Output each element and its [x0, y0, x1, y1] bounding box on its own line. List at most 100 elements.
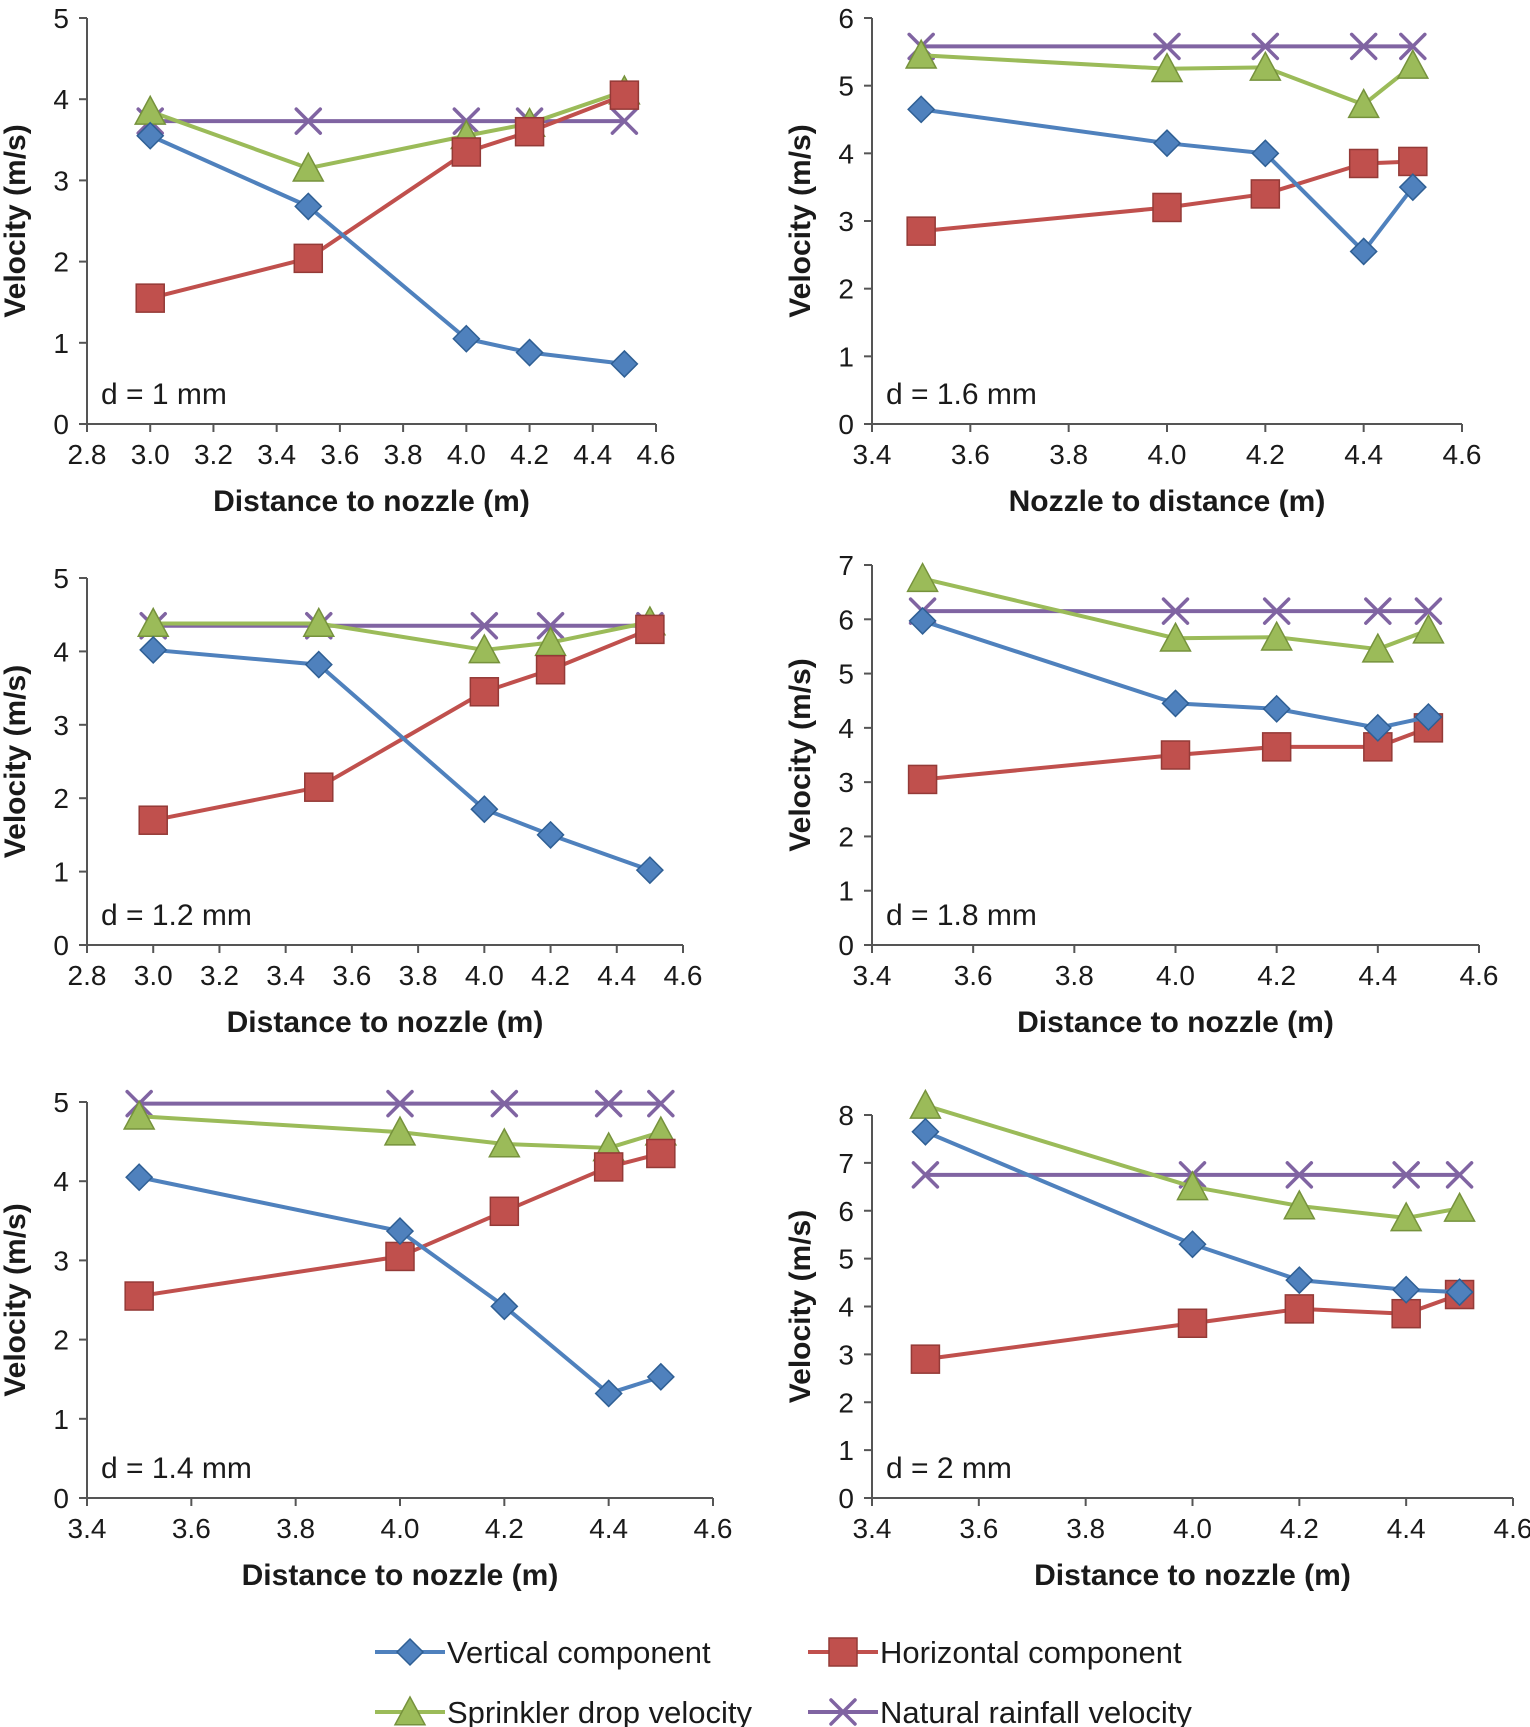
y-tick-label: 2	[53, 1325, 69, 1356]
x-tick-label: 3.4	[853, 960, 892, 991]
sprinkler-data-point	[383, 1115, 417, 1146]
sprinkler-data-point	[1150, 52, 1184, 83]
horizontal-data-point	[609, 80, 640, 110]
horizontal-data-point	[1391, 1298, 1421, 1329]
chart-panel-3: 0 1 2 3 4 5 2.8 3.0 3.2 3.4 3.6 3.8 4.0 4.2 4.4 4.6 Dist…	[0, 563, 702, 1039]
y-axis-title: Velocity (m/s)	[0, 665, 32, 858]
sprinkler-data-point	[122, 1099, 156, 1130]
x-axis-title: Distance to nozzle (m)	[213, 485, 530, 518]
y-tick-label: 7	[838, 1148, 854, 1179]
y-tick-label: 0	[53, 930, 69, 961]
natural-data-point	[1349, 32, 1378, 61]
y-tick-label: 1	[53, 328, 69, 359]
vertical-data-point	[610, 349, 639, 378]
sprinkler-data-point	[906, 561, 939, 593]
legend-marker-natural	[829, 1698, 857, 1726]
vertical-data-point	[536, 820, 565, 849]
horizontal-data-point	[138, 805, 168, 835]
natural-data-point	[1399, 32, 1427, 61]
y-tick-label: 3	[53, 165, 69, 196]
horizontal-data-point	[469, 677, 500, 707]
horizontal-data-point	[1250, 179, 1281, 209]
y-tick-label: 4	[838, 713, 854, 744]
x-tick-label: 3.6	[320, 439, 359, 470]
legend-marker-sprinkler	[393, 1695, 427, 1726]
sprinkler-data-point	[1361, 632, 1395, 663]
sprinkler-data-point	[1260, 620, 1293, 651]
panel-label: d = 2 mm	[886, 1452, 1012, 1485]
sprinkler-data-point	[1443, 1191, 1476, 1222]
horizontal-data-point	[293, 243, 324, 274]
y-tick-label: 4	[53, 84, 69, 115]
y-tick-label: 2	[838, 821, 854, 852]
vertical-data-point	[470, 795, 499, 824]
x-tick-label: 2.8	[68, 439, 107, 470]
natural-data-point	[1285, 1161, 1314, 1189]
sprinkler-data-point	[1412, 613, 1445, 644]
sprinkler-data-point	[1159, 621, 1192, 652]
x-axis-title: Distance to nozzle (m)	[1034, 1559, 1351, 1592]
x-tick-label: 4.2	[485, 1513, 524, 1544]
sprinkler-data-point	[1249, 50, 1282, 81]
x-tick-label: 3.0	[134, 960, 173, 991]
x-tick-label: 4.2	[510, 439, 549, 470]
y-tick-label: 5	[53, 3, 69, 34]
panel-label: d = 1.8 mm	[886, 899, 1037, 932]
sprinkler-data-point	[292, 151, 325, 182]
x-tick-label: 3.8	[1049, 439, 1088, 470]
vertical-data-point	[294, 192, 323, 221]
horizontal-data-point	[124, 1281, 154, 1311]
y-tick-label: 0	[838, 409, 854, 440]
vertical-series-line	[924, 1129, 1460, 1295]
y-axis-title: Velocity (m/s)	[784, 1210, 817, 1403]
x-tick-label: 4.6	[1460, 960, 1499, 991]
y-axis-title: Velocity (m/s)	[784, 658, 817, 851]
y-tick-label: 1	[838, 341, 854, 372]
x-tick-label: 4.0	[1148, 439, 1187, 470]
horizontal-data-point	[385, 1241, 415, 1272]
horizontal-series-line	[149, 93, 626, 301]
vertical-data-point	[1363, 713, 1392, 742]
horizontal-data-point	[1261, 732, 1292, 762]
x-tick-label: 3.4	[853, 439, 892, 470]
chart-panel-2: 0 1 2 3 4 5 6 3.4 3.6 3.8 4.0 4.2 4.4 4.6 Nozzle to di…	[784, 3, 1481, 518]
x-tick-label: 3.8	[1055, 960, 1094, 991]
vertical-data-point	[1414, 702, 1443, 732]
x-tick-label: 4.4	[1344, 439, 1383, 470]
natural-data-point	[470, 611, 499, 640]
x-tick-label: 4.4	[1387, 1513, 1426, 1544]
y-tick-label: 2	[838, 1387, 854, 1418]
y-tick-label: 0	[53, 409, 69, 440]
sprinkler-data-point	[1283, 1189, 1316, 1220]
chart-panel-1: 0 1 2 3 4 5 2.8 3.0 3.2 3.4 3.6 3.8 4.0 4.2 4.4 4.6 Dist…	[0, 3, 675, 518]
y-tick-label: 1	[838, 876, 854, 907]
natural-data-point	[610, 107, 639, 135]
x-tick-label: 4.0	[447, 439, 486, 470]
legend-label-horizontal: Horizontal component	[880, 1635, 1182, 1670]
x-tick-label: 3.0	[131, 439, 170, 470]
x-axis-title: Distance to nozzle (m)	[1017, 1006, 1334, 1039]
horizontal-data-point	[304, 772, 334, 802]
y-tick-label: 3	[838, 206, 854, 237]
vertical-data-point	[385, 1217, 415, 1246]
sprinkler-data-point	[904, 38, 938, 69]
y-tick-label: 5	[838, 659, 854, 690]
x-tick-label: 3.8	[384, 439, 423, 470]
y-tick-label: 4	[838, 1292, 854, 1323]
horizontal-data-point	[135, 283, 165, 313]
y-axis-title: Velocity (m/s)	[0, 124, 32, 317]
x-tick-label: 3.6	[332, 960, 371, 991]
y-tick-label: 0	[838, 930, 854, 961]
vertical-data-point	[452, 324, 481, 353]
panel-label: d = 1.6 mm	[886, 378, 1037, 411]
natural-data-point	[1445, 1161, 1474, 1189]
y-axis-title: Velocity (m/s)	[784, 124, 817, 317]
horizontal-data-point	[451, 137, 482, 167]
vertical-data-point	[139, 635, 168, 664]
x-tick-label: 4.6	[664, 960, 703, 991]
y-tick-label: 5	[53, 563, 69, 594]
x-tick-label: 4.4	[589, 1513, 628, 1544]
legend-label-natural: Natural rainfall velocity	[880, 1695, 1192, 1727]
y-tick-label: 6	[838, 1196, 854, 1227]
